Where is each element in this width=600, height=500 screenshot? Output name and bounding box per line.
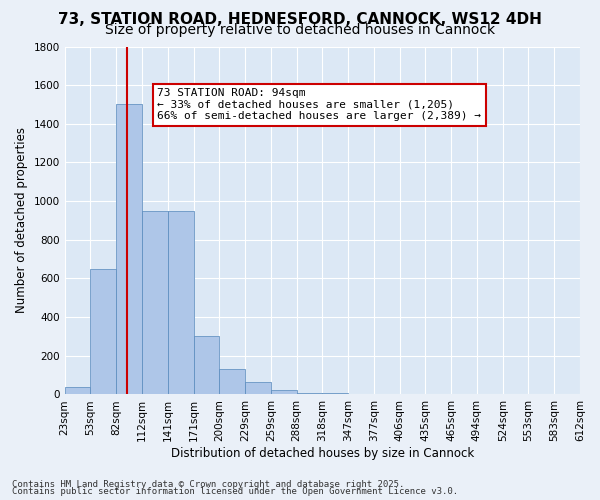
Bar (296, 392, 322, 394)
Bar (193, 336, 219, 394)
Text: Contains HM Land Registry data © Crown copyright and database right 2025.: Contains HM Land Registry data © Crown c… (12, 480, 404, 489)
X-axis label: Distribution of detached houses by size in Cannock: Distribution of detached houses by size … (171, 447, 474, 460)
Text: Size of property relative to detached houses in Cannock: Size of property relative to detached ho… (105, 23, 495, 37)
Text: 73 STATION ROAD: 94sqm
← 33% of detached houses are smaller (1,205)
66% of semi-: 73 STATION ROAD: 94sqm ← 33% of detached… (157, 88, 481, 122)
Bar (116, 104, 142, 395)
Bar (219, 370, 245, 394)
Y-axis label: Number of detached properties: Number of detached properties (15, 128, 28, 314)
Text: Contains public sector information licensed under the Open Government Licence v3: Contains public sector information licen… (12, 487, 458, 496)
Bar (168, 211, 193, 394)
Bar (142, 211, 168, 394)
Bar (245, 382, 271, 394)
Bar (271, 390, 296, 394)
Bar (91, 269, 116, 394)
Text: 73, STATION ROAD, HEDNESFORD, CANNOCK, WS12 4DH: 73, STATION ROAD, HEDNESFORD, CANNOCK, W… (58, 12, 542, 28)
Bar (65, 386, 91, 394)
